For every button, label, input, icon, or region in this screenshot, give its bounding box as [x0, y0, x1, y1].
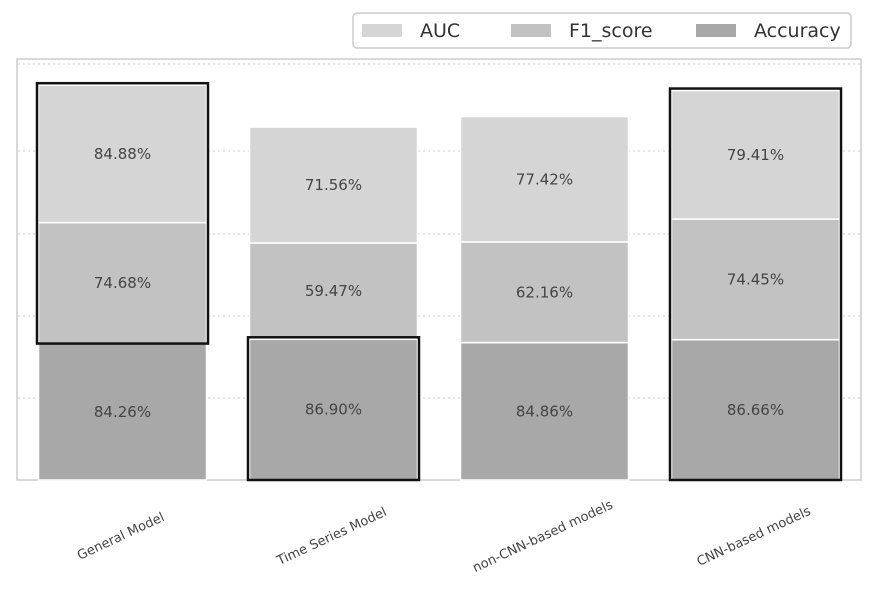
x-tick-labels: General Model Time Series Model non-CNN-ba… [75, 498, 813, 576]
data-label-non-cnn-based-models-auc: 77.42% [516, 170, 573, 188]
x-tick-time-series-model: Time Series Model [274, 505, 389, 569]
bar-time-series-model-accuracy [248, 338, 419, 481]
data-label-time-series-model-accuracy: 86.90% [305, 401, 362, 419]
data-label-cnn-based-models-f1-score: 74.45% [727, 270, 784, 288]
legend-label-f1-score: F1_score [569, 20, 653, 42]
data-label-time-series-model-auc: 71.56% [305, 176, 362, 194]
bar-cnn-based-models-f1-score [670, 218, 841, 341]
bar-non-cnn-based-models-f1-score [459, 241, 630, 344]
legend-swatch-auc [362, 24, 402, 37]
data-labels: 84.26% 74.68% 84.88% 86.90% 59.47% 71.56% 84.8… [94, 145, 784, 421]
bar-cnn-based-models-auc [670, 89, 841, 220]
data-label-time-series-model-f1-score: 59.47% [305, 282, 362, 300]
bar-series [37, 84, 841, 481]
data-label-cnn-based-models-auc: 79.41% [727, 146, 784, 164]
data-label-general-model-auc: 84.88% [94, 145, 151, 163]
data-label-non-cnn-based-models-accuracy: 84.86% [516, 402, 573, 420]
legend: AUC F1_score Accuracy [352, 12, 852, 49]
highlight-box-time-series-model [246, 336, 421, 482]
bar-time-series-model-auc [248, 126, 419, 244]
x-tick-non-cnn-based-models: non-CNN-based models [471, 498, 616, 576]
bar-non-cnn-based-models-accuracy [459, 341, 630, 481]
bar-general-model-accuracy [37, 342, 208, 481]
highlight-boxes [35, 81, 843, 482]
data-label-general-model-f1-score: 74.68% [94, 274, 151, 292]
legend-label-auc: AUC [420, 20, 460, 42]
bar-non-cnn-based-models-auc [459, 115, 630, 243]
legend-box [352, 12, 852, 49]
data-label-non-cnn-based-models-f1-score: 62.16% [516, 283, 573, 301]
data-label-general-model-accuracy: 84.26% [94, 403, 151, 421]
highlight-box-cnn-based-models [668, 87, 843, 482]
x-tick-cnn-based-models: CNN-based models [695, 504, 814, 570]
bar-cnn-based-models-accuracy [670, 338, 841, 481]
highlight-box-general-model [35, 81, 210, 345]
legend-label-accuracy: Accuracy [754, 20, 841, 42]
x-tick-general-model: General Model [75, 510, 167, 563]
bar-general-model-auc [37, 84, 208, 224]
bar-general-model-f1-score [37, 221, 208, 345]
legend-swatch-accuracy [696, 24, 736, 37]
data-label-cnn-based-models-accuracy: 86.66% [727, 401, 784, 419]
legend-swatch-f1-score [511, 24, 551, 37]
